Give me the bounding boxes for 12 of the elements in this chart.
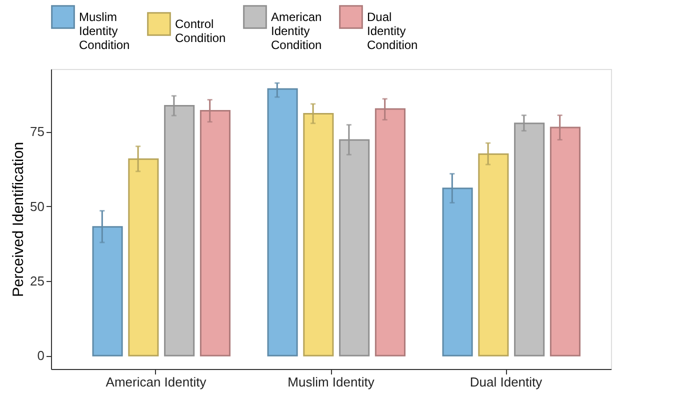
legend-label: Muslim Identity Condition (79, 10, 130, 52)
legend-label: American Identity Condition (271, 10, 322, 52)
x-tick-label: American Identity (106, 374, 207, 390)
legend-label: Control Condition (175, 17, 226, 45)
y-tick-label: 0 (37, 348, 44, 364)
y-tick-label: 25 (30, 273, 44, 288)
x-tick-label: Dual Identity (470, 374, 543, 390)
y-axis-title: Perceived Identification (10, 142, 28, 298)
x-tick-label: Muslim Identity (288, 374, 375, 390)
y-tick-label: 75 (30, 124, 44, 140)
y-tick-label: 50 (30, 198, 44, 214)
legend-label: Dual Identity Condition (367, 10, 418, 52)
